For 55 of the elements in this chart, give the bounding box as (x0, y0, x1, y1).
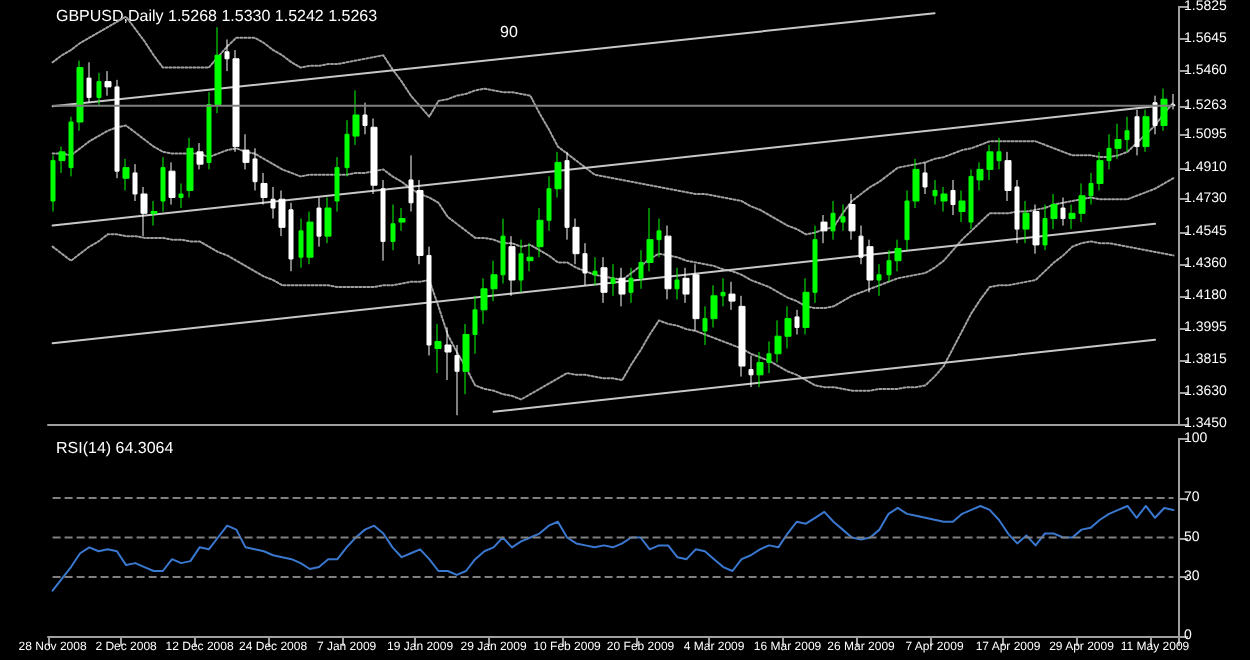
candlestick (196, 142, 204, 170)
line-series (51, 233, 1175, 401)
candlestick (334, 156, 340, 213)
annotation: 90 (500, 23, 519, 41)
candlestick (186, 137, 194, 198)
candlestick (370, 117, 378, 195)
candlestick (628, 267, 634, 304)
candlestick (178, 182, 184, 209)
candlestick (618, 267, 626, 307)
chart-title: GBPUSD,Daily 1.5268 1.5330 1.5242 1.5263 (56, 7, 379, 25)
candlestick (600, 256, 608, 304)
candlestick (1060, 197, 1066, 227)
candlestick (398, 207, 406, 232)
candlestick (794, 309, 800, 335)
candlestick (1142, 109, 1150, 153)
candlestick (362, 102, 368, 135)
candlestick (324, 197, 332, 244)
candlestick (1032, 204, 1040, 255)
candlestick (592, 256, 598, 286)
candlestick (306, 211, 314, 265)
candlestick (1160, 88, 1168, 132)
candlestick (160, 156, 166, 213)
candlestick (922, 161, 928, 195)
candlestick (316, 197, 322, 248)
candlestick (96, 72, 102, 107)
candlestick (380, 179, 386, 262)
candlestick (940, 186, 948, 213)
candlestick (260, 172, 268, 206)
candlestick (390, 204, 396, 251)
candlestick (728, 281, 736, 311)
candlestick (820, 214, 828, 244)
candlestick (1152, 95, 1158, 135)
candlestick (748, 355, 754, 388)
candlestick (86, 61, 92, 104)
candlestick (1134, 109, 1140, 156)
candlestick (848, 193, 856, 241)
candlestick (738, 295, 746, 378)
candlestick (674, 267, 680, 300)
candlestick (1022, 200, 1030, 244)
chart-title: RSI(14) 64.3064 (56, 439, 175, 457)
candlestick (610, 263, 616, 297)
candlestick (664, 225, 672, 300)
line-series (51, 504, 1175, 592)
candlestick (840, 204, 846, 232)
candlestick (168, 161, 176, 206)
candlestick (434, 323, 442, 374)
candlestick (830, 200, 836, 241)
candlestick (950, 179, 956, 216)
candlestick (876, 263, 882, 297)
candlestick (122, 158, 130, 191)
line-series (51, 124, 1175, 310)
candlestick (150, 200, 158, 227)
candlestick (444, 326, 452, 381)
candlestick (508, 235, 516, 297)
candlestick (454, 344, 460, 416)
